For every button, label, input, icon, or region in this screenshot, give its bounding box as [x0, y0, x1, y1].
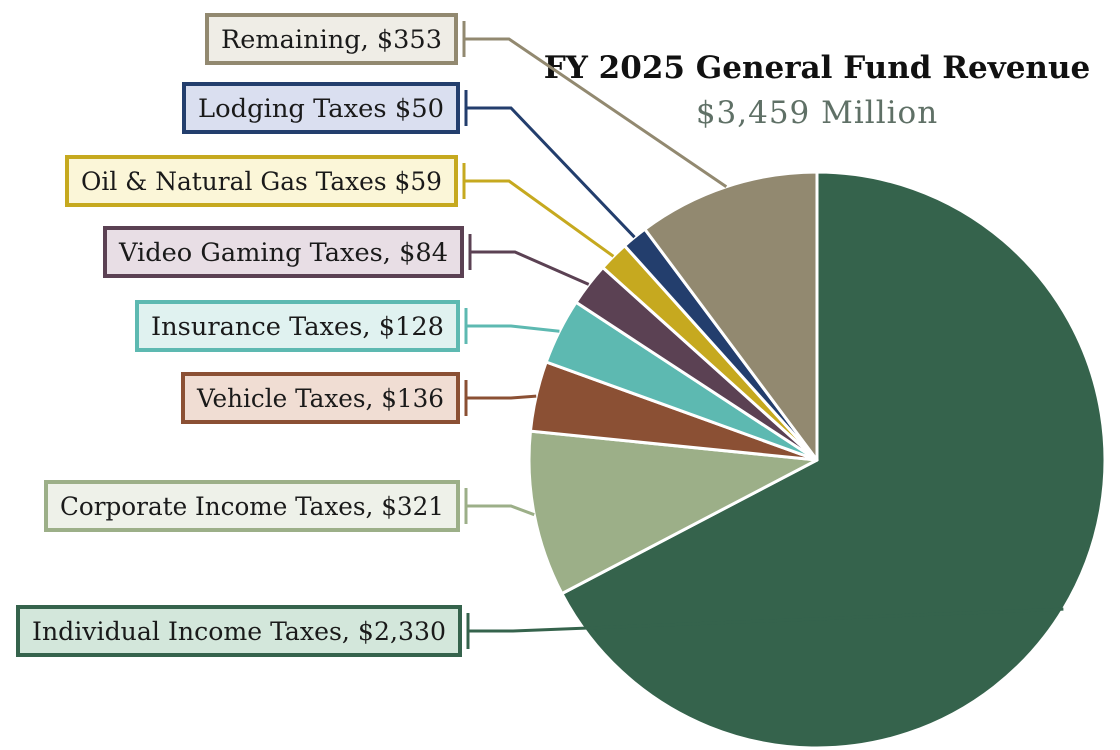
slice-labels: Individual Income Taxes, $2,330 Corporate… [16, 13, 464, 657]
label-box-remaining [205, 13, 458, 65]
data-label-video-gaming-taxes: Video Gaming Taxes, $84 [118, 238, 448, 267]
leader-line-individual-income-taxes [468, 607, 1064, 633]
label-box-individual-income-taxes [16, 605, 462, 657]
leader-line-remaining [464, 37, 728, 188]
data-label-individual-income-taxes: Individual Income Taxes, $2,330 [32, 617, 446, 646]
leader-line-oil-and-natural-gas-taxes [464, 179, 615, 258]
chart-title: FY 2025 General Fund Revenue [544, 50, 1090, 86]
label-box-oil-and-natural-gas-taxes [65, 155, 458, 207]
data-label-corporate-income-taxes: Corporate Income Taxes, $321 [60, 492, 444, 521]
label-box-insurance-taxes [135, 300, 460, 352]
data-label-remaining: Remaining, $353 [221, 25, 442, 54]
chart-subtitle: $3,459 Million [696, 95, 938, 131]
leader-line-vehicle-taxes [466, 394, 537, 400]
leader-line-corporate-income-taxes [466, 504, 535, 517]
data-label-insurance-taxes: Insurance Taxes, $128 [151, 312, 444, 341]
label-box-lodging-taxes [182, 82, 460, 134]
leader-line-insurance-taxes [466, 324, 560, 333]
leader-lines [462, 21, 1064, 649]
data-label-lodging-taxes: Lodging Taxes $50 [198, 94, 444, 123]
data-label-vehicle-taxes: Vehicle Taxes, $136 [196, 384, 444, 413]
data-label-oil-and-natural-gas-taxes: Oil & Natural Gas Taxes $59 [81, 167, 442, 196]
label-box-video-gaming-taxes [103, 226, 464, 278]
leader-line-lodging-taxes [466, 106, 636, 239]
label-box-vehicle-taxes [181, 372, 460, 424]
label-box-corporate-income-taxes [44, 480, 460, 532]
pie-slices [527, 170, 1107, 750]
pie-slice-corporate-income-taxes [527, 429, 819, 596]
leader-line-video-gaming-taxes [470, 250, 590, 286]
